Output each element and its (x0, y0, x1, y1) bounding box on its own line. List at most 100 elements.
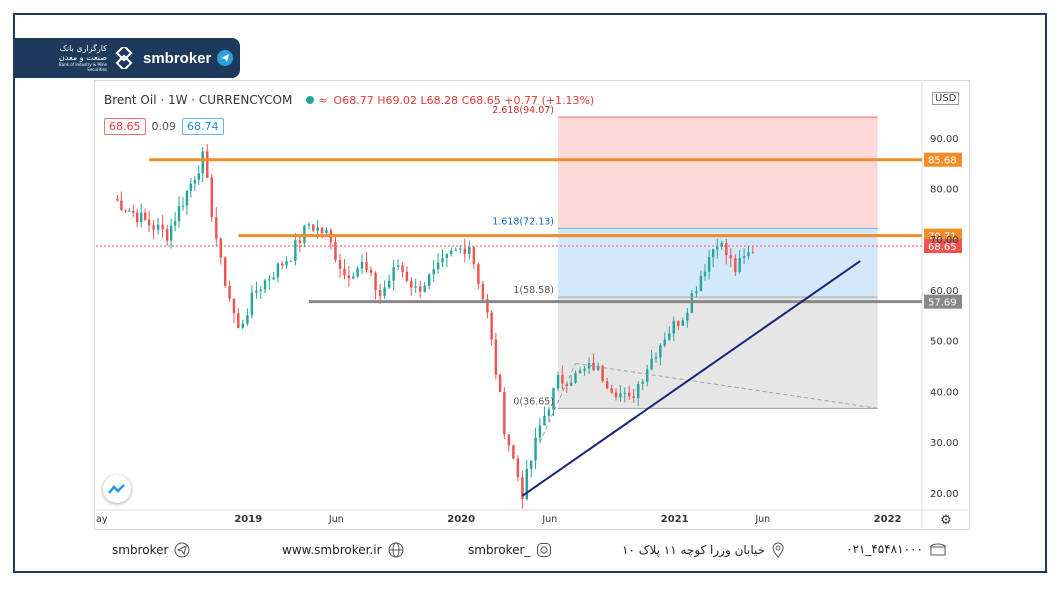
candle-body (316, 227, 319, 231)
fib-projection-dash (539, 363, 576, 443)
candle-body (165, 229, 169, 241)
candle-body (396, 265, 400, 268)
candle-body (228, 285, 231, 299)
candle-body (556, 375, 560, 389)
brand-logo-text: کارگزاری بانک صنعت و معدن Bank of Indust… (58, 44, 107, 72)
candle-body (298, 240, 302, 244)
x-tick-label: 2021 (661, 514, 689, 525)
candle-body (627, 392, 631, 397)
y-tick-label: 70.00 (930, 235, 959, 246)
candle-body (206, 151, 209, 178)
y-tick-label: 50.00 (930, 337, 959, 348)
sell-price[interactable]: 68.65 (104, 118, 146, 135)
candle-body (378, 290, 382, 296)
candle-body (177, 206, 181, 222)
candle-body (503, 392, 506, 435)
fib-zone-target (558, 228, 878, 298)
candle-body (454, 249, 457, 251)
price-boxes: 68.65 0.09 68.74 (104, 118, 224, 135)
candle-body (250, 292, 254, 316)
candle-body (521, 477, 524, 500)
candle-body (401, 265, 404, 272)
y-tick-label: 90.00 (930, 134, 959, 145)
level-price-label: 70.71 (928, 232, 957, 243)
footer: smbroker www.smbroker.ir smbroker_ خیابا… (94, 538, 970, 564)
candle-body (472, 246, 476, 265)
candle-body (436, 262, 440, 270)
fib-label: 1(58.58) (513, 285, 554, 296)
candle-body (668, 333, 671, 340)
level-price-label: 85.68 (928, 156, 957, 167)
candle-body (646, 369, 649, 382)
candle-body (312, 224, 315, 231)
candle-body (707, 257, 711, 272)
fib-zone-base (558, 297, 878, 409)
candle-body (369, 269, 373, 273)
candle-body (124, 210, 127, 212)
candle-body (365, 261, 368, 270)
x-tick-label: ay (96, 514, 108, 525)
currency-label[interactable]: USD (932, 92, 960, 105)
footer-instagram[interactable]: smbroker_ (468, 542, 552, 558)
last-price-tag (924, 239, 962, 254)
brand-name: smbroker (143, 49, 212, 67)
candle-body (152, 225, 155, 230)
candle-body (587, 362, 591, 369)
candle-body (428, 274, 431, 286)
candle-body (445, 254, 449, 259)
phone-icon (929, 543, 947, 556)
symbol-title[interactable]: Brent Oil · 1W · CURRENCYCOM (104, 93, 293, 107)
footer-address: خیابان وزرا کوچه ۱۱ پلاک ۱۰ (622, 542, 785, 558)
candle-body (681, 320, 685, 326)
candle-body (659, 345, 662, 358)
candle-body (565, 383, 568, 386)
candle-body (716, 246, 719, 250)
candle-body (636, 383, 640, 399)
candle-body (583, 368, 586, 371)
candle-body (294, 240, 297, 261)
candle-body (139, 212, 143, 222)
footer-website[interactable]: www.smbroker.ir (282, 542, 404, 558)
buy-price[interactable]: 68.74 (182, 118, 224, 135)
candle-body (507, 434, 511, 446)
candle-body (285, 261, 288, 266)
candle-body (601, 366, 604, 382)
candle-body (201, 151, 204, 174)
candle-body (237, 313, 240, 328)
y-tick-label: 30.00 (930, 438, 959, 449)
candle-body (569, 382, 573, 386)
candle-body (156, 224, 160, 230)
candle-body (490, 312, 493, 340)
x-tick-label: 2019 (234, 514, 262, 525)
footer-telegram[interactable]: smbroker (112, 542, 190, 558)
fib-label: 0(36.65) (513, 396, 554, 407)
candle-body (703, 271, 707, 277)
candle-body (135, 212, 139, 222)
candle-body (193, 179, 197, 184)
y-tick-label: 20.00 (930, 489, 959, 500)
candle-body (181, 205, 185, 207)
fib-label: 1.618(72.13) (492, 216, 554, 227)
candle-body (498, 374, 502, 393)
footer-phone: ۰۲۱_۴۵۴۸۱۰۰۰ (846, 542, 947, 556)
candle-body (742, 256, 746, 259)
candle-body (392, 267, 395, 281)
candle-body (387, 280, 391, 288)
gear-icon[interactable]: ⚙ (940, 513, 952, 528)
candle-body (241, 323, 245, 328)
candle-body (672, 321, 676, 334)
candle-body (276, 263, 280, 278)
candle-body (463, 248, 467, 255)
candle-body (596, 366, 600, 371)
candle-body (578, 370, 582, 373)
tradingview-logo-icon[interactable] (103, 475, 131, 503)
level-price-tag (924, 294, 962, 309)
candle-body (650, 358, 653, 370)
candle-body (725, 242, 728, 256)
telegram-icon[interactable] (217, 50, 234, 66)
trendline (521, 260, 861, 497)
candle-body (418, 286, 422, 292)
candle-body (232, 298, 236, 314)
candle-body (720, 242, 723, 247)
